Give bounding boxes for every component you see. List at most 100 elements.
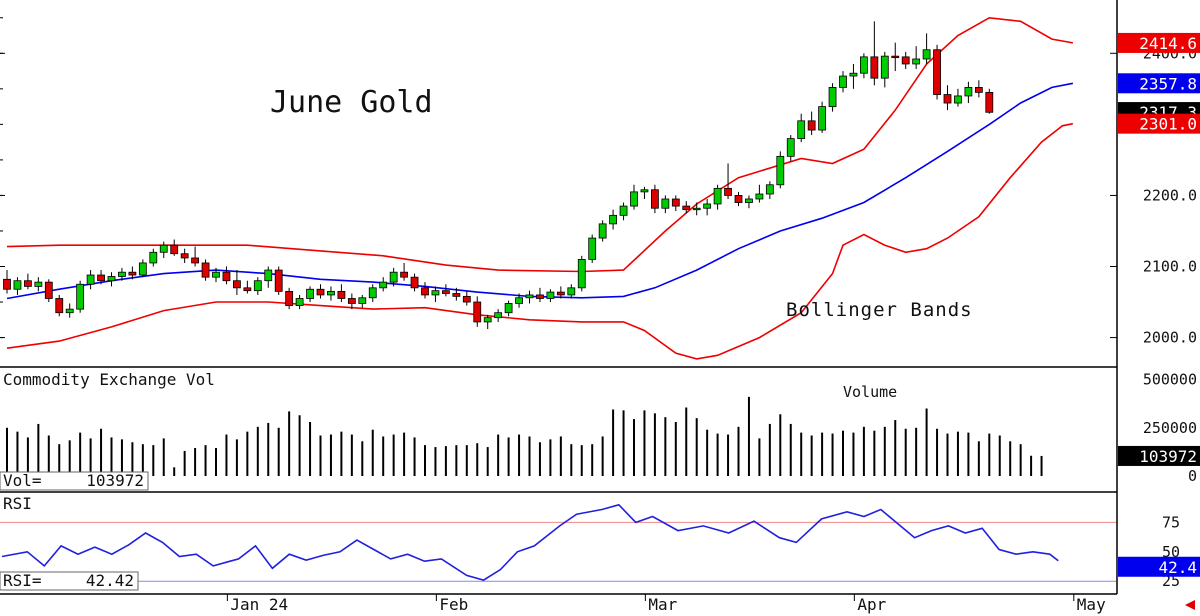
candle	[107, 272, 116, 287]
candle	[316, 284, 325, 299]
candle-body	[745, 198, 753, 203]
candle-body	[327, 290, 335, 296]
price-badge-label: 2301.0	[1139, 115, 1197, 134]
candle-body	[3, 278, 11, 290]
rsi-readout-label: RSI=	[3, 571, 42, 590]
candle	[954, 88, 962, 107]
candle	[776, 151, 785, 189]
candle-body	[76, 283, 85, 310]
volume-badge-label: 103972	[1139, 447, 1197, 466]
candle	[556, 286, 565, 299]
candle	[191, 246, 200, 267]
rsi-line-group	[1, 503, 1059, 581]
candle-body	[567, 287, 576, 296]
candle	[985, 88, 994, 114]
candle-body	[316, 288, 325, 296]
candle	[912, 46, 921, 69]
candle-body	[943, 94, 952, 104]
candle	[243, 280, 252, 294]
candle-body	[901, 56, 910, 65]
candle-body	[347, 298, 356, 304]
bollinger-bands-annotation: Bollinger Bands	[786, 299, 973, 321]
candle-body	[546, 291, 555, 299]
candle	[400, 262, 409, 281]
candle	[34, 277, 43, 292]
candle-body	[870, 56, 879, 79]
candle	[609, 209, 617, 230]
candle	[379, 277, 388, 292]
candle-body	[922, 49, 931, 60]
scroll-left-arrow-icon[interactable]	[1185, 600, 1195, 610]
date-label: Mar	[648, 595, 677, 614]
price-badge-label: 2414.6	[1139, 34, 1197, 53]
candle-body	[253, 280, 262, 292]
volume-panel: Commodity Exchange Vol Volume 0 250000 500…	[0, 370, 1200, 491]
candle-body	[765, 184, 774, 195]
candle-body	[588, 237, 597, 260]
candle	[724, 163, 732, 199]
candle	[368, 284, 377, 303]
candle	[212, 267, 220, 283]
candle	[44, 279, 53, 303]
rsi-level-lines	[0, 521, 1117, 582]
candle	[473, 296, 482, 327]
candle-body	[358, 297, 367, 304]
candle	[860, 53, 868, 79]
candle-body	[682, 205, 691, 211]
volume-annotation: Volume	[843, 383, 897, 401]
candle-body	[504, 303, 513, 314]
candle	[232, 270, 241, 295]
candle-body	[661, 198, 670, 209]
candle	[253, 277, 262, 295]
candle	[274, 266, 283, 295]
candle	[786, 135, 795, 162]
candle	[201, 259, 210, 281]
candle-body	[264, 269, 273, 282]
candle-body	[285, 290, 294, 306]
candle	[849, 63, 858, 89]
candle-body	[651, 189, 659, 209]
candle-body	[410, 276, 419, 289]
candle	[797, 113, 806, 143]
candle-body	[619, 205, 628, 216]
candle	[515, 293, 523, 308]
candle	[630, 184, 638, 210]
volume-panel-title: Commodity Exchange Vol	[3, 370, 215, 389]
candle-body	[159, 244, 168, 253]
candle-body	[577, 258, 586, 289]
candle	[901, 51, 910, 69]
candle-body	[598, 223, 607, 239]
candle	[661, 195, 670, 214]
volume-bars	[6, 396, 1043, 476]
candle-body	[400, 271, 409, 278]
candle	[828, 83, 837, 112]
candle	[974, 80, 983, 98]
candle-body	[494, 312, 503, 319]
candle-body	[912, 58, 921, 65]
candle	[128, 266, 137, 280]
candle	[149, 248, 158, 267]
candle-body	[483, 317, 492, 323]
candle-body	[839, 75, 847, 88]
candle	[337, 284, 346, 303]
candle	[964, 81, 973, 104]
candle	[264, 266, 273, 288]
rsi-panel-title: RSI	[3, 494, 32, 513]
candle	[483, 314, 492, 330]
candle	[703, 198, 712, 216]
candle-body	[556, 291, 565, 296]
candle-body	[713, 187, 722, 205]
bollinger-lower-band	[6, 122, 1074, 360]
candle	[23, 273, 32, 290]
candle	[525, 290, 534, 304]
candle	[807, 111, 816, 136]
candle-body	[389, 271, 398, 283]
candle	[755, 184, 764, 203]
rsi-tick-label: 50	[1162, 543, 1180, 561]
candle	[745, 195, 753, 209]
candle	[765, 181, 774, 199]
candle-body	[515, 297, 523, 304]
candle-body	[170, 244, 179, 255]
